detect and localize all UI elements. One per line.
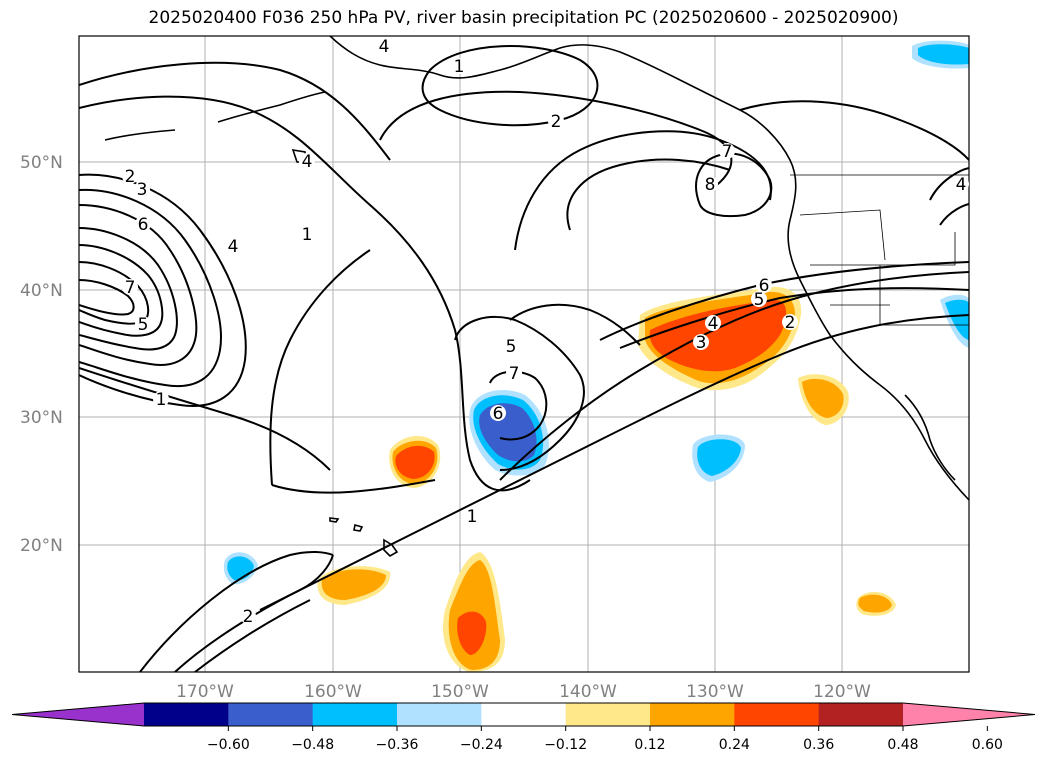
contour-label-bg: [702, 176, 718, 192]
contour-label-bg: [240, 608, 256, 624]
contour-label-bg: [464, 508, 480, 524]
contour-label-bg: [693, 334, 709, 350]
lon-label-140w: 140°W: [559, 682, 617, 702]
contour-label: 2: [785, 313, 796, 333]
contour-label: 5: [754, 290, 765, 310]
lat-label-50n: 50°N: [20, 153, 63, 173]
contour-label-bg: [135, 316, 151, 332]
latitude-labels: 50°N 40°N 30°N 20°N: [20, 153, 63, 556]
lon-label-150w: 150°W: [431, 682, 489, 702]
contour-label: 1: [467, 507, 478, 527]
contour-label: 2: [551, 112, 562, 132]
colorbar-segment: [818, 703, 904, 726]
colorbar-tick-label: −0.24: [460, 737, 503, 753]
contour-label: 7: [722, 142, 733, 162]
contour-label-bg: [134, 181, 150, 197]
colorbar-segment: [397, 703, 482, 726]
contour-label: 6: [759, 276, 770, 296]
colorbar-tick-label: 0.24: [719, 737, 750, 753]
contour-label-bg: [122, 168, 138, 184]
colorbar-segment: [312, 703, 398, 726]
contour-label-bg: [376, 38, 392, 54]
colorbar-segment: [565, 703, 651, 726]
colorbar-tick-label: −0.12: [544, 737, 587, 753]
contour-label: 3: [696, 333, 707, 353]
contour-label: 1: [156, 390, 167, 410]
contour-label-bg: [506, 365, 522, 381]
contour-label-bg: [299, 153, 315, 169]
contour-label: 8: [705, 175, 716, 195]
contour-label: 6: [138, 215, 149, 235]
colorbar-tick-label: 0.36: [803, 737, 834, 753]
contour-label-bg: [122, 279, 138, 295]
colorbar-extend-max: [903, 703, 1035, 726]
contour-label-bg: [135, 216, 151, 232]
contour-label-bg: [490, 405, 506, 421]
lon-label-130w: 130°W: [686, 682, 744, 702]
contour-label-bg: [782, 314, 798, 330]
lon-label-160w: 160°W: [304, 682, 362, 702]
contour-label: 3: [137, 180, 148, 200]
pv-contours: [79, 45, 969, 672]
lat-label-30n: 30°N: [20, 408, 63, 428]
colorbar-segment: [228, 703, 314, 726]
colorbar-tick-label: 0.12: [634, 737, 665, 753]
colorbar: −0.60 −0.48 −0.36 −0.24 −0.12 0.12 0.24 0.36 0.4…: [11, 702, 1036, 753]
contour-label-bg: [153, 391, 169, 407]
contour-label: 2: [125, 167, 136, 187]
contour-label: 4: [708, 314, 719, 334]
contour-label-bg: [756, 277, 772, 293]
contour-label: 1: [302, 225, 313, 245]
colorbar-tick-label: 0.60: [972, 737, 1003, 753]
contour-label-bg: [451, 58, 467, 74]
colorbar-tick-label: −0.60: [207, 737, 250, 753]
contour-label: 7: [509, 364, 520, 384]
map-background: [79, 36, 969, 672]
contour-label: 1: [454, 57, 465, 77]
contour-label: 5: [506, 337, 517, 357]
contour-label-bg: [719, 143, 735, 159]
colorbar-segment: [144, 703, 229, 726]
map-frame: [78, 35, 970, 673]
lon-label-120w: 120°W: [813, 682, 871, 702]
colorbar-tick-label: −0.48: [291, 737, 334, 753]
longitude-labels: 170°W 160°W 150°W 140°W 130°W 120°W: [176, 682, 871, 702]
colorbar-segment: [734, 703, 820, 726]
contour-label-bg: [751, 291, 767, 307]
contour-label: 4: [956, 175, 967, 195]
map-title: 2025020400 F036 250 hPa PV, river basin …: [148, 8, 899, 28]
contour-label-bg: [705, 315, 721, 331]
colorbar-tick-label: −0.36: [376, 737, 419, 753]
contour-label: 4: [228, 237, 239, 257]
colorbar-outline: [11, 702, 1036, 727]
lat-label-20n: 20°N: [20, 536, 63, 556]
colorbar-extend-min: [12, 703, 144, 726]
contour-label-bg: [953, 176, 969, 192]
contour-label-bg: [503, 338, 519, 354]
colorbar-tick-label: 0.48: [887, 737, 918, 753]
contour-label: 7: [125, 278, 136, 298]
contour-label: 4: [379, 37, 390, 57]
colorbar-segment: [481, 703, 567, 726]
political-borders: [790, 174, 969, 326]
contour-label: 6: [493, 404, 504, 424]
contour-label: 2: [243, 607, 254, 627]
lat-label-40n: 40°N: [20, 281, 63, 301]
contour-label: 5: [138, 315, 149, 335]
contour-label-bg: [548, 113, 564, 129]
colorbar-segment: [650, 703, 735, 726]
contour-label-bg: [299, 226, 315, 242]
contour-label: 4: [302, 152, 313, 172]
lon-label-170w: 170°W: [176, 682, 234, 702]
contour-label-bg: [225, 238, 241, 254]
